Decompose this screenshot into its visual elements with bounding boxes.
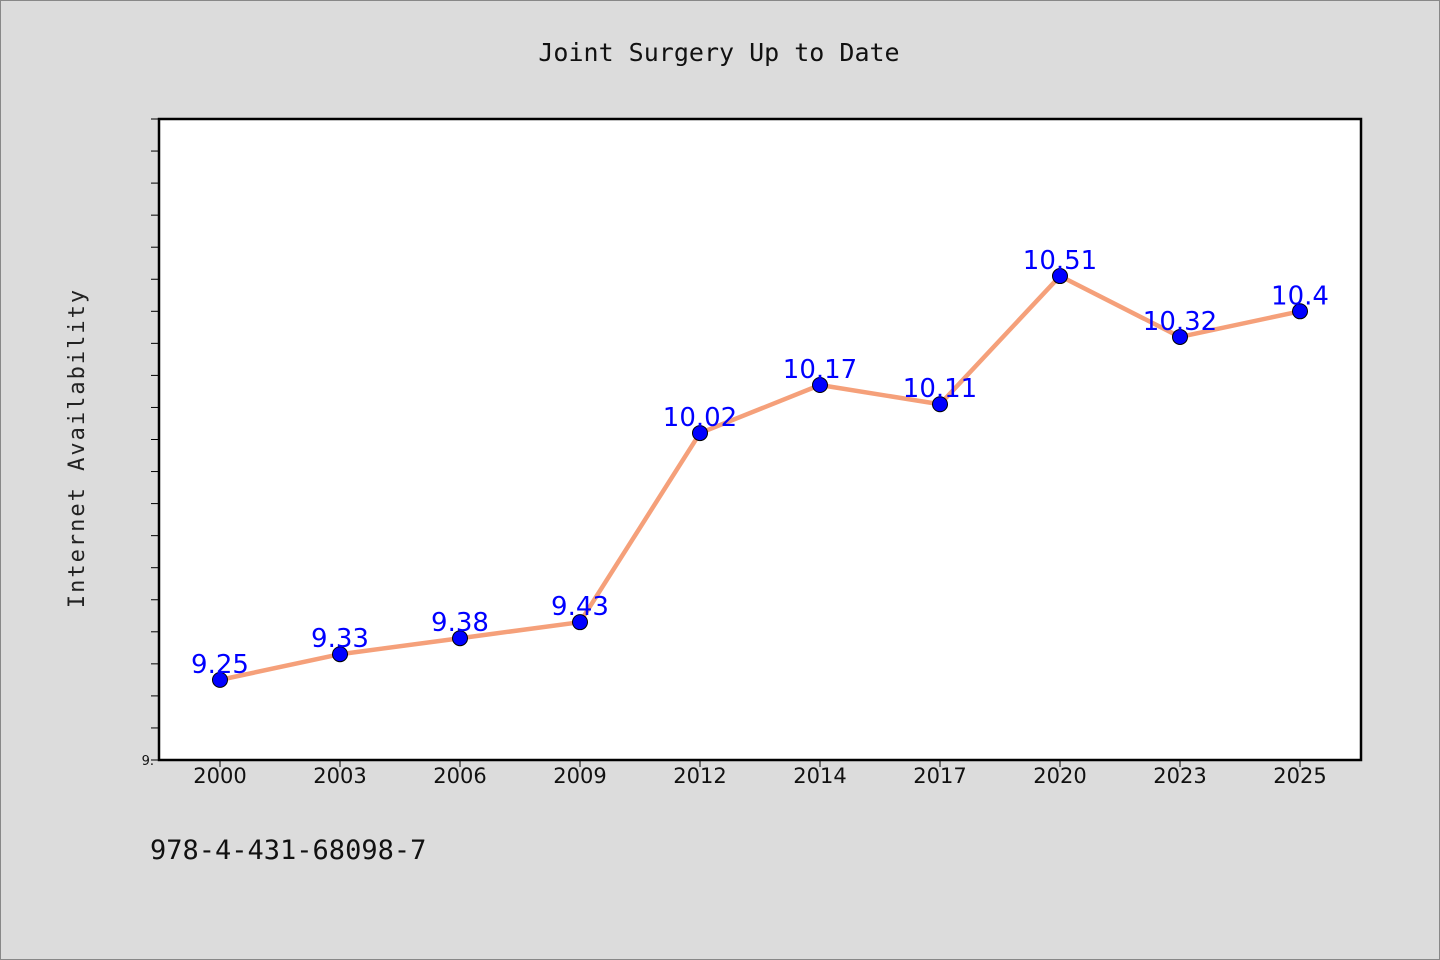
x-tick-label: 2000 (193, 764, 246, 788)
data-label: 10.02 (663, 403, 737, 433)
data-label: 10.4 (1271, 281, 1329, 311)
data-point-marker (452, 630, 468, 647)
data-point-marker (1052, 268, 1068, 285)
data-point-marker (332, 646, 348, 663)
plot-area (157, 117, 1363, 762)
y-axis-ticks: 9. (142, 118, 159, 769)
x-axis-ticks: 2000 2003 2006 2009 2012 2014 2017 2020 2023 2025 (193, 760, 1327, 788)
data-label: 9.38 (431, 608, 489, 638)
data-point-marker (932, 396, 948, 413)
x-tick-label: 2020 (1033, 764, 1086, 788)
data-point-marker (212, 671, 228, 688)
data-label: 9.33 (311, 624, 369, 654)
x-tick-label: 2012 (673, 764, 726, 788)
x-tick-label: 2003 (313, 764, 366, 788)
x-tick-label: 2009 (553, 764, 606, 788)
series-layer: 9.25 9.33 9.38 9.43 10.02 10.17 10.11 10.51 10.3… (191, 246, 1329, 688)
data-label: 10.11 (903, 374, 977, 404)
data-label: 9.43 (551, 592, 609, 622)
x-tick-label: 2006 (433, 764, 486, 788)
data-label: 10.51 (1023, 246, 1097, 276)
data-point-marker (1292, 303, 1308, 320)
series-line (219, 273, 1301, 683)
x-tick-label: 2014 (793, 764, 846, 788)
data-point-marker (812, 377, 828, 394)
x-tick-label: 2025 (1273, 764, 1326, 788)
data-point-marker (692, 425, 708, 442)
x-tick-label: 2017 (913, 764, 966, 788)
y-axis-label: Internet Availability (65, 288, 90, 608)
y-tick-label: 9. (142, 754, 154, 769)
isbn-footer: 978-4-431-68098-7 (150, 835, 427, 866)
data-label: 10.17 (783, 355, 857, 385)
chart-title: Joint Surgery Up to Date (538, 38, 899, 67)
data-point-marker (572, 614, 588, 631)
data-point-marker (1172, 328, 1188, 345)
x-tick-label: 2023 (1153, 764, 1206, 788)
data-label: 10.32 (1143, 307, 1217, 337)
data-label: 9.25 (191, 650, 249, 680)
